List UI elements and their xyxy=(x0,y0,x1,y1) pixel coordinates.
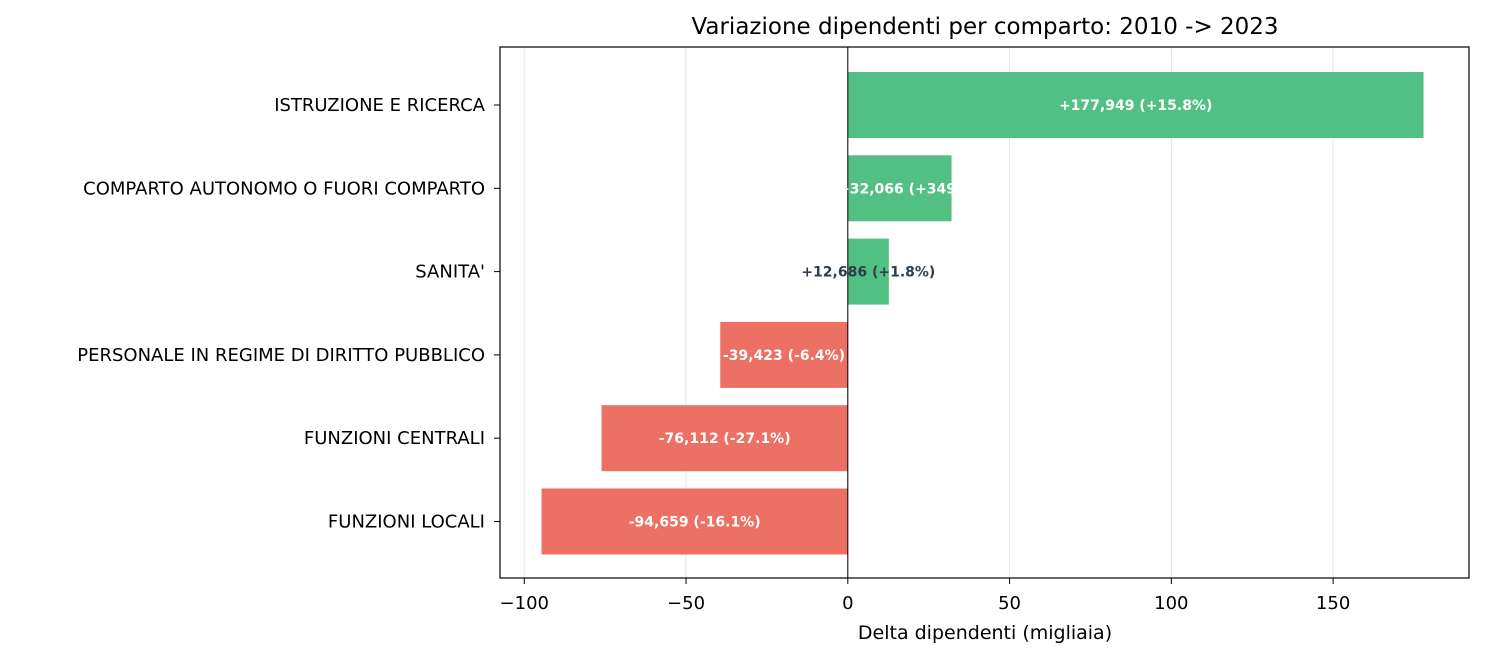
category-label: ISTRUZIONE E RICERCA xyxy=(274,95,485,116)
bars xyxy=(541,72,1424,555)
x-axis: −100 −50 0 50 100 150 xyxy=(500,578,1350,614)
bar-data-label: +12,686 (+1.8%) xyxy=(801,265,935,281)
x-tick-label: 50 xyxy=(998,593,1021,614)
category-label: FUNZIONI LOCALI xyxy=(328,512,485,533)
category-label: COMPARTO AUTONOMO O FUORI COMPARTO xyxy=(83,178,485,199)
category-label: FUNZIONI CENTRALI xyxy=(304,428,485,449)
bar xyxy=(847,155,952,222)
y-axis: ISTRUZIONE E RICERCA COMPARTO AUTONOMO O … xyxy=(77,95,500,533)
bar-data-label: +177,949 (+15.8%) xyxy=(1059,98,1212,114)
bar xyxy=(601,405,848,472)
bar-data-label: -94,659 (-16.1%) xyxy=(629,515,761,531)
x-tick-label: −50 xyxy=(667,593,705,614)
x-tick-label: 150 xyxy=(1316,593,1350,614)
bar-labels: +177,949 (+15.8%) +32,066 (+349. +12,686 (… xyxy=(629,98,1213,531)
bar xyxy=(847,72,1424,138)
plot-frame xyxy=(499,46,1470,579)
category-label: SANITA' xyxy=(415,262,485,283)
bar-data-label: -76,112 (-27.1%) xyxy=(659,431,791,447)
chart-title: Variazione dipendenti per comparto: 2010… xyxy=(691,14,1278,40)
category-label: PERSONALE IN REGIME DI DIRITTO PUBBLICO xyxy=(77,345,485,366)
x-tick-label: −100 xyxy=(500,593,549,614)
x-axis-label: Delta dipendenti (migliaia) xyxy=(858,622,1112,644)
x-tick-label: 100 xyxy=(1154,593,1188,614)
bar-data-label: +32,066 (+349. xyxy=(838,181,961,197)
bar-data-label: -39,423 (-6.4%) xyxy=(723,348,845,364)
bar xyxy=(847,238,889,305)
x-tick-label: 0 xyxy=(842,593,853,614)
bar xyxy=(720,321,848,388)
bar xyxy=(541,488,848,555)
